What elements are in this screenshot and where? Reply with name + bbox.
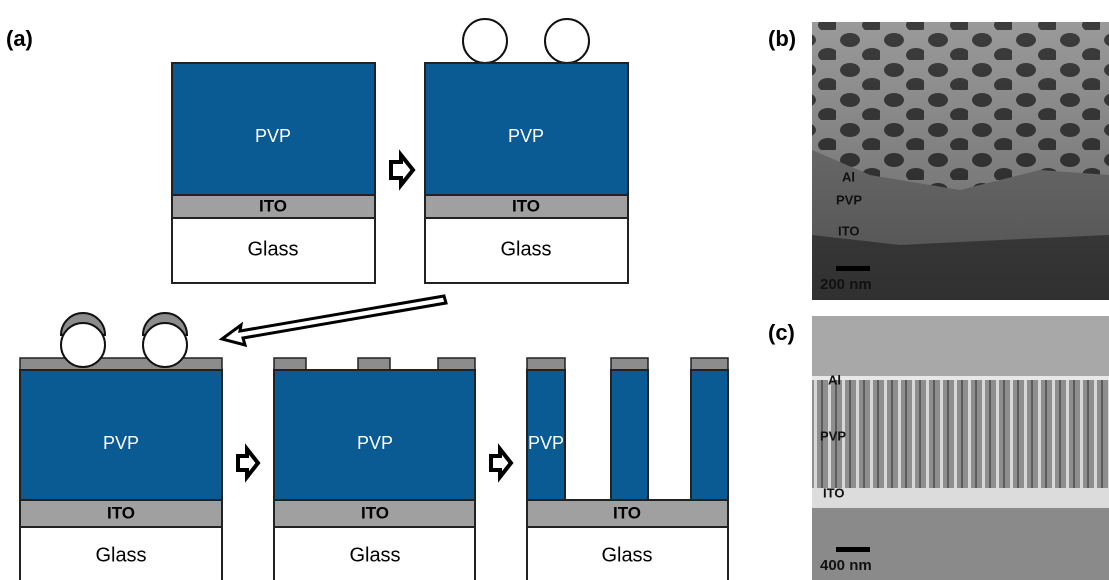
panel-label: (c) [768,320,795,345]
al-cap [358,358,390,370]
stack: PVP ITO Glass [425,19,628,283]
stack: PVP ITO Glass [172,63,375,283]
scale-label: 400 nm [820,557,872,574]
sphere [463,19,507,63]
sem-image-b: Al PVP ITO 200 nm [812,22,1109,300]
figure: (a) PVP ITO Glass PVP ITO Glass PVP ITO … [0,0,1109,580]
pvp-pillar [611,370,648,500]
sem-pvp-columns [812,378,1109,490]
pvp-label: PVP [528,433,564,453]
ito-label: ITO [361,503,389,522]
sem-label: PVP [820,428,846,443]
al-layer [20,358,222,370]
glass-label: Glass [247,238,298,260]
scale-label: 200 nm [820,276,872,293]
arrow [238,449,258,477]
ito-label: ITO [259,196,287,215]
glass-label: Glass [500,238,551,260]
panel-label: (b) [768,26,796,51]
sphere [143,323,187,367]
sem-image-c: Al PVP ITO 400 nm [812,316,1109,580]
al-cap [438,358,475,370]
sem-label: ITO [823,485,844,500]
scale-bar [836,266,870,271]
arrow [391,155,413,185]
al-cap [691,358,728,370]
glass-label: Glass [349,544,400,566]
arrow [491,449,511,477]
al-cap [611,358,648,370]
stack: PVP ITO Glass [20,313,222,580]
sem-shade [812,22,1109,300]
sem-label: Al [842,169,855,184]
pvp-label: PVP [357,433,393,453]
pvp-label: PVP [508,126,544,146]
ito-label: ITO [512,196,540,215]
glass-label: Glass [601,544,652,566]
sphere [545,19,589,63]
panel-label: (a) [6,26,33,51]
sem-ito-band [812,488,1109,508]
scale-bar [836,547,870,552]
sphere [61,323,105,367]
pvp-label: PVP [103,433,139,453]
ito-label: ITO [613,503,641,522]
stack: PVP ITO Glass [527,358,728,580]
sem-al-line [812,376,1109,380]
sem-label: Al [828,372,841,387]
page: (a) PVP ITO Glass PVP ITO Glass PVP ITO … [0,0,1109,580]
ito-label: ITO [107,503,135,522]
arrow [222,296,446,345]
al-cap [274,358,306,370]
glass-label: Glass [95,544,146,566]
sem-label: ITO [838,223,859,238]
sem-label: PVP [836,192,862,207]
pvp-label: PVP [255,126,291,146]
stack: PVP ITO Glass [274,358,475,580]
pvp-pillar [691,370,728,500]
al-cap [527,358,565,370]
